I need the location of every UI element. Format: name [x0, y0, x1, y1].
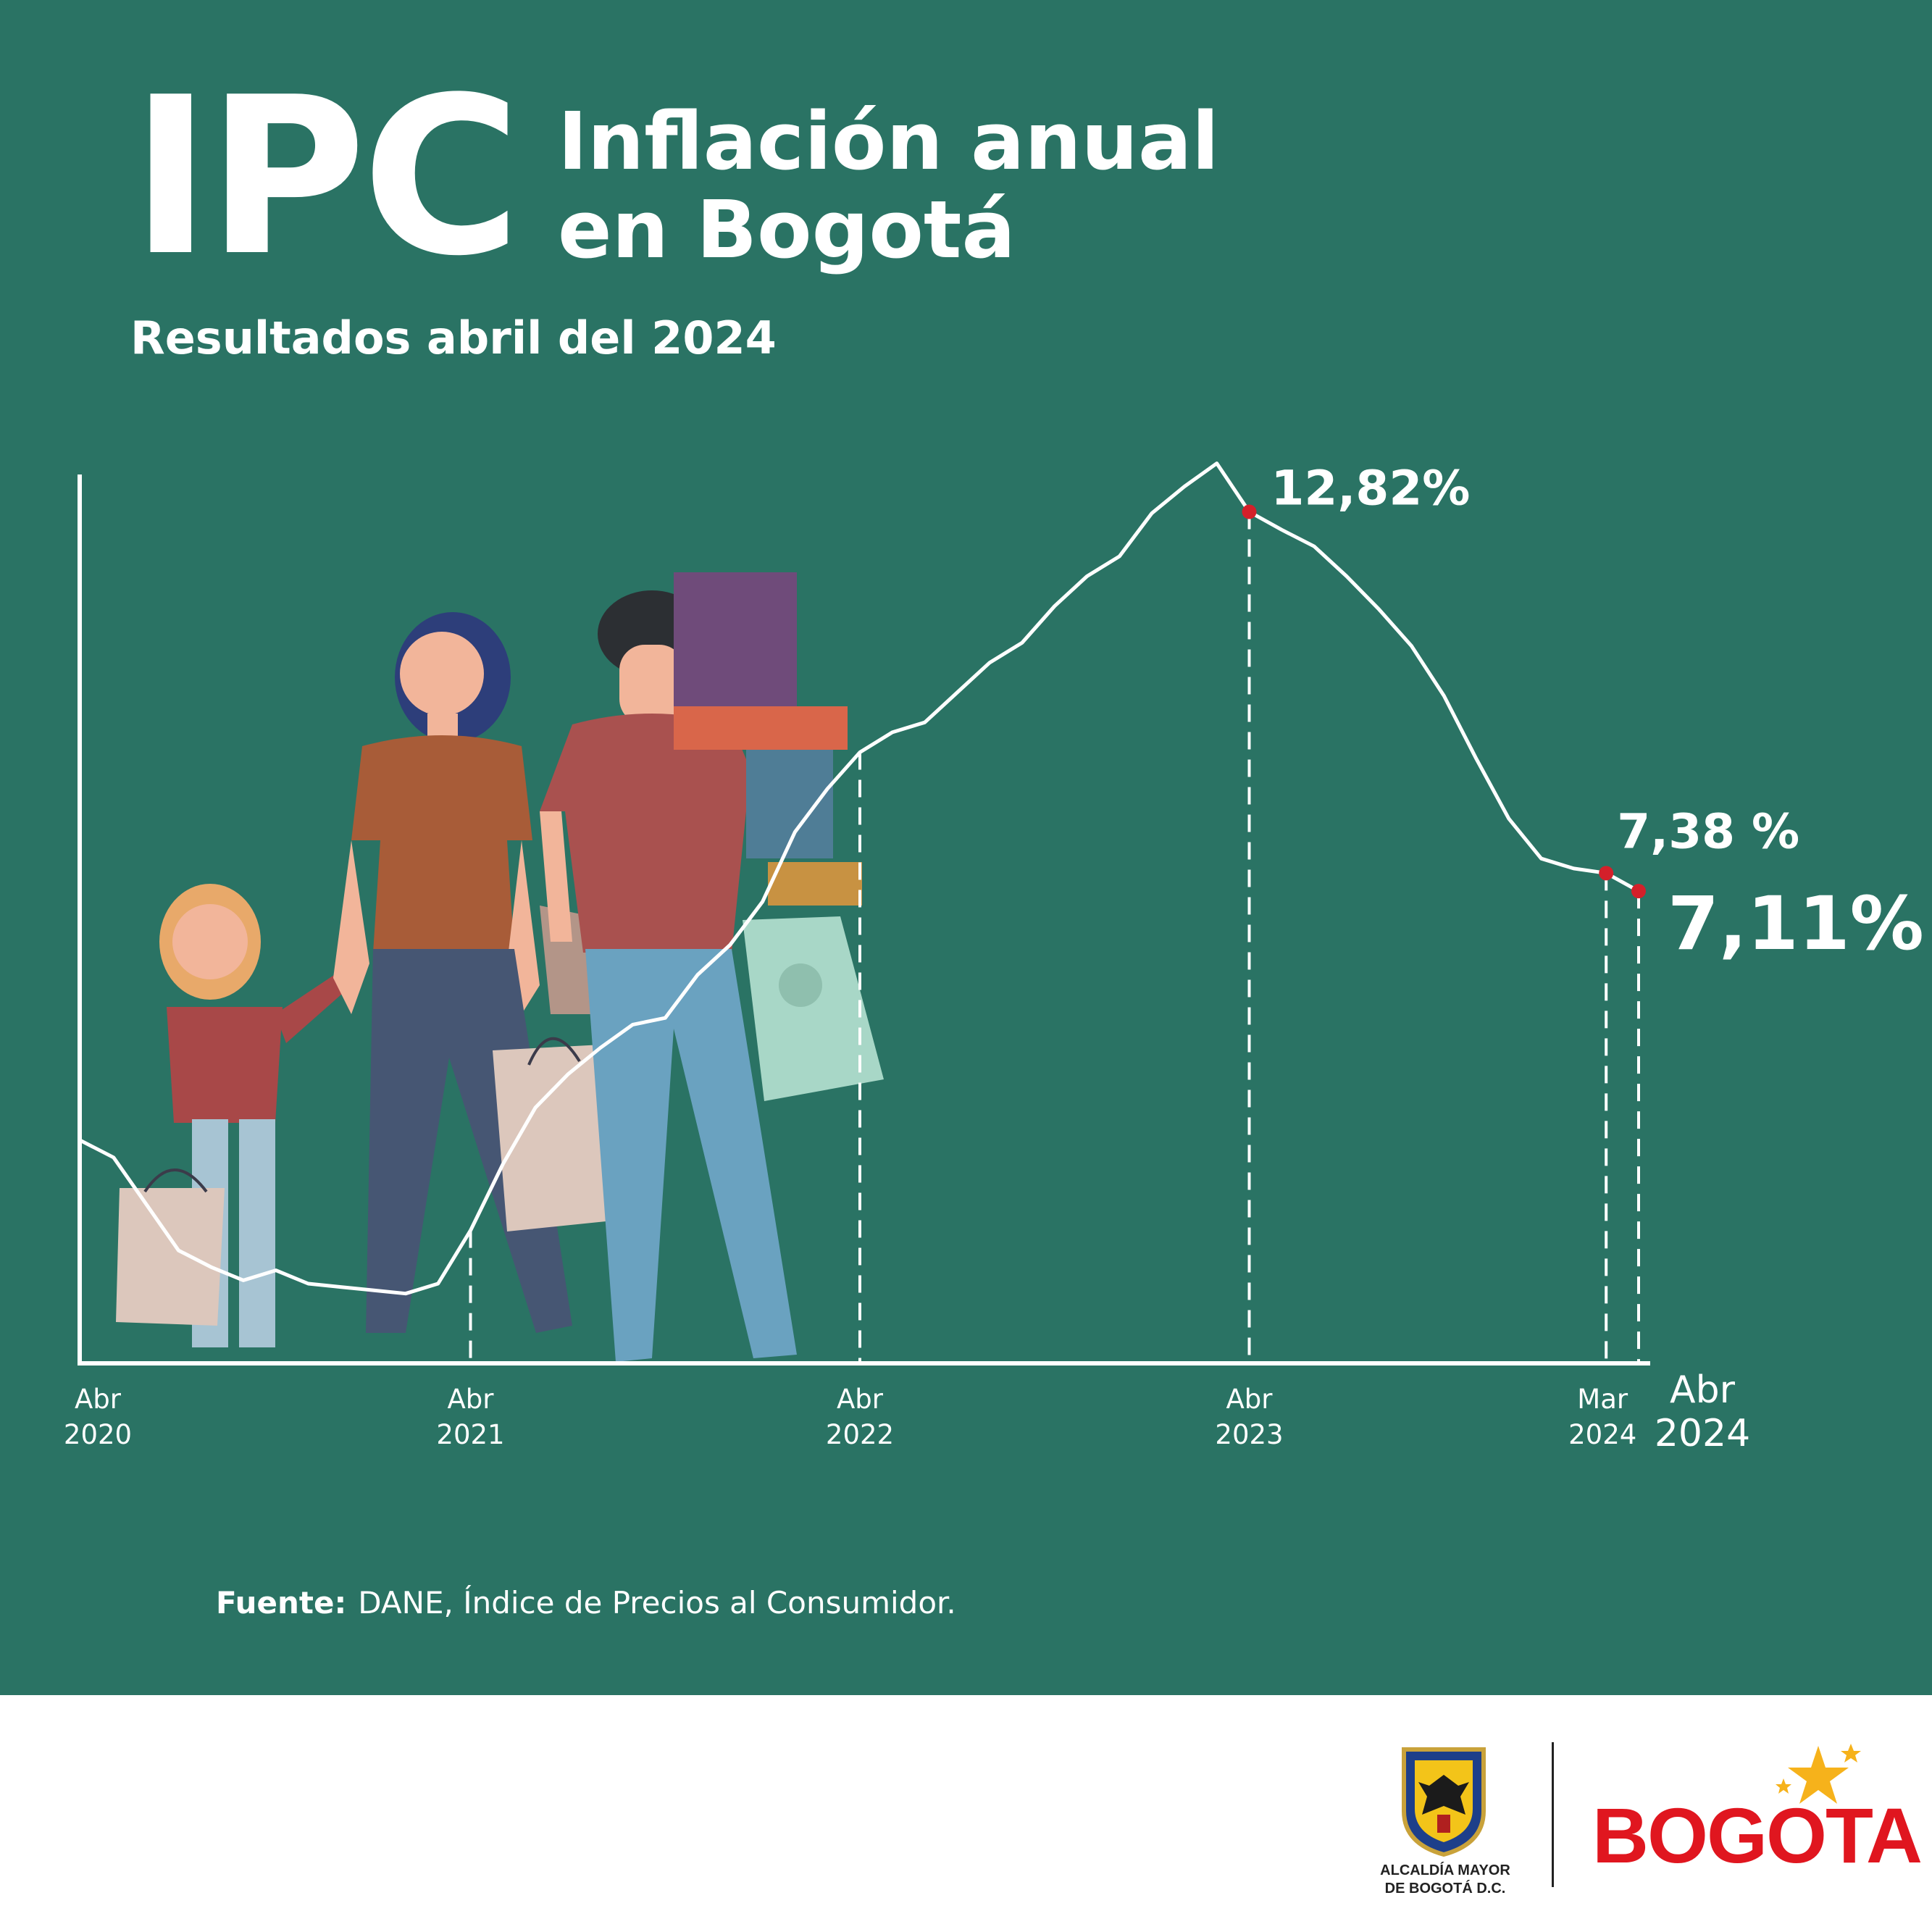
family-shopping-illustration	[116, 572, 884, 1362]
subtitle: Resultados abril del 2024	[130, 311, 777, 364]
bogota-brand-wordmark: BOGOTA	[1592, 1791, 1923, 1879]
highlight-point	[1631, 884, 1646, 899]
value-callout: 7,11%	[1668, 881, 1924, 967]
x-tick-label: 2024	[1568, 1419, 1636, 1450]
man-figure	[540, 572, 884, 1362]
x-tick-label: 2023	[1215, 1419, 1283, 1450]
green-background	[0, 0, 1932, 1695]
x-tick-label: 2020	[64, 1419, 132, 1450]
x-tick-label: 2022	[826, 1419, 894, 1450]
x-tick-label: Abr	[447, 1384, 494, 1415]
alcaldia-line-2: DE BOGOTÁ D.C.	[1384, 1881, 1506, 1897]
x-tick-label: Abr	[1226, 1384, 1273, 1415]
x-tick-label: Mar	[1577, 1384, 1628, 1415]
value-callout: 7,38 %	[1617, 803, 1799, 859]
x-tick-label: 2024	[1655, 1412, 1750, 1455]
logo-divider	[1552, 1742, 1554, 1887]
title-line-2: en Bogotá	[558, 183, 1016, 276]
x-tick-label: 2021	[436, 1419, 504, 1450]
footer-bar	[0, 1695, 1932, 1932]
source-note: Fuente: DANE, Índice de Precios al Consum…	[216, 1585, 956, 1621]
source-text: DANE, Índice de Precios al Consumidor.	[358, 1585, 956, 1621]
highlight-point	[1599, 866, 1614, 881]
alcaldia-name: ALCALDÍA MAYOR DE BOGOTÁ D.C.	[1362, 1862, 1529, 1898]
logos: ALCALDÍA MAYOR DE BOGOTÁ D.C. BOGOTA	[1362, 1742, 1923, 1909]
girl-figure	[116, 884, 348, 1347]
source-label: Fuente:	[216, 1585, 347, 1621]
title-ipc: IPC	[130, 51, 522, 304]
value-callout: 12,82%	[1271, 461, 1471, 517]
stars-icon	[1776, 1744, 1861, 1804]
highlight-point	[1242, 504, 1257, 519]
inflation-chart: Abr2020Abr2021Abr2022Abr2023Mar2024Abr20…	[64, 461, 1924, 1455]
inflation-line	[79, 461, 1641, 1296]
title-line-1: Inflación anual	[558, 95, 1219, 188]
bogota-coat-of-arms-icon	[1402, 1747, 1486, 1857]
x-tick-label: Abr	[837, 1384, 884, 1415]
x-tick-label: Abr	[75, 1384, 122, 1415]
x-tick-label: Abr	[1670, 1368, 1736, 1412]
alcaldia-line-1: ALCALDÍA MAYOR	[1380, 1862, 1510, 1878]
